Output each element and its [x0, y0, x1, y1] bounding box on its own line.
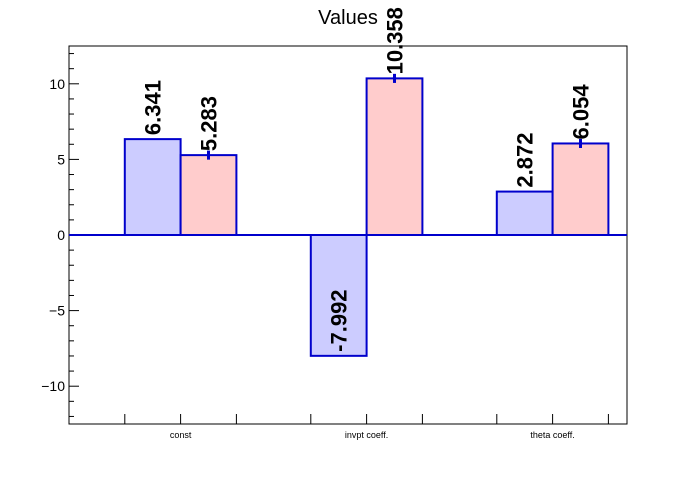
data-label: -7.992	[327, 289, 352, 351]
y-tick-label: 5	[57, 151, 65, 167]
bar	[309, 234, 368, 357]
data-labels: 6.341 5.283 -7.992 10.358 2.872 6.054	[141, 7, 594, 352]
y-tick-label: −5	[49, 303, 65, 319]
x-category-label: theta coeff.	[530, 430, 574, 440]
bars	[69, 73, 627, 357]
bar	[123, 138, 182, 237]
y-tick-label: 10	[49, 76, 65, 92]
data-label: 5.283	[197, 96, 222, 151]
data-label: 2.872	[513, 133, 538, 188]
x-category-label: invpt coeff.	[345, 430, 388, 440]
data-label: 6.054	[569, 84, 594, 140]
data-label: 10.358	[383, 7, 408, 74]
y-tick-label: −10	[41, 378, 65, 394]
chart-title: Values	[318, 7, 378, 29]
bar	[495, 190, 554, 237]
bar	[551, 142, 610, 236]
x-category-label: const	[170, 430, 192, 440]
y-tick-label: 0	[57, 227, 65, 243]
axes: −10 −5 0 5 10 const invpt coeff. theta coeff.	[41, 45, 628, 440]
bar	[179, 154, 238, 236]
bar	[365, 77, 424, 236]
data-label: 6.341	[141, 80, 166, 135]
